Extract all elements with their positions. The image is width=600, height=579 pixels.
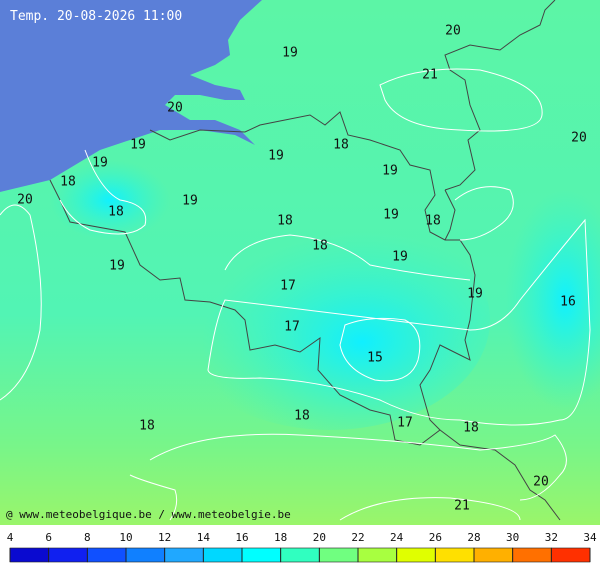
temperature-label: 19 [383, 208, 399, 223]
temperature-label: 19 [109, 259, 125, 274]
temperature-label: 15 [367, 351, 383, 366]
temperature-label: 19 [392, 250, 408, 265]
colorbar-segment [87, 547, 127, 563]
colorbar-segment [48, 547, 88, 563]
temperature-label: 18 [277, 214, 293, 229]
temperature-label: 21 [422, 68, 438, 83]
colorbar-tick-label: 26 [429, 531, 442, 544]
colorbar: 4 6 8 10 12 14 16 18 20 22 24 26 28 30 32 34 [0, 525, 600, 575]
map-title: Temp. 20-08-2026 11:00 [10, 9, 182, 24]
colorbar-tick-label: 30 [506, 531, 519, 544]
sea [0, 0, 262, 192]
temperature-label: 18 [108, 205, 124, 220]
temperature-label: 18 [312, 239, 328, 254]
temperature-label: 16 [560, 295, 576, 310]
colorbar-segment [164, 547, 204, 563]
temperature-label: 19 [467, 287, 483, 302]
colorbar-segment [319, 547, 359, 563]
temperature-label: 18 [333, 138, 349, 153]
temperature-labels: 19 20 21 20 20 19 19 19 18 19 18 20 18 19 18 19 18 18 19 19… [17, 24, 587, 514]
borders [49, 0, 561, 521]
colorbar-segment [512, 547, 552, 563]
colorbar-tick-label: 4 [7, 531, 14, 544]
credit: @ www.meteobelgique.be / www.meteobelgie… [6, 508, 291, 521]
colorbar-segment [551, 547, 591, 563]
colorbar-segment [125, 547, 165, 563]
colorbar-tick-label: 6 [45, 531, 52, 544]
temperature-label: 17 [280, 279, 296, 294]
temperature-label: 20 [571, 131, 587, 146]
colorbar-tick-label: 22 [351, 531, 364, 544]
colorbar-tick-label: 12 [158, 531, 171, 544]
temperature-label: 19 [268, 149, 284, 164]
temperature-label: 20 [445, 24, 461, 39]
cold-area [170, 210, 490, 430]
colorbar-tick-label: 16 [235, 531, 248, 544]
colorbar-tick-label: 32 [545, 531, 558, 544]
colorbar-tick-label: 20 [313, 531, 326, 544]
colorbar-tick-label: 28 [467, 531, 480, 544]
colorbar-segment [357, 547, 397, 563]
colorbar-tick-label: 18 [274, 531, 287, 544]
colorbar-segment [241, 547, 281, 563]
temperature-label: 17 [284, 320, 300, 335]
colorbar-segment [435, 547, 475, 563]
temperature-label: 19 [382, 164, 398, 179]
temperature-label: 20 [167, 101, 183, 116]
temperature-label: 18 [139, 419, 155, 434]
isotherms [0, 68, 591, 521]
temperature-label: 18 [60, 175, 76, 190]
colorbar-tick-label: 14 [197, 531, 211, 544]
colorbar-segment [203, 547, 243, 563]
temperature-label: 20 [17, 193, 33, 208]
temperature-label: 20 [533, 475, 549, 490]
temperature-label: 19 [92, 156, 108, 171]
colorbar-tick-label: 24 [390, 531, 404, 544]
colorbar-tick-label: 8 [84, 531, 91, 544]
colorbar-segment [396, 547, 436, 563]
temperature-label: 19 [182, 194, 198, 209]
temperature-label: 21 [454, 499, 470, 514]
cold-area [505, 190, 600, 410]
colorbar-segment [9, 547, 49, 563]
temperature-label: 17 [397, 416, 413, 431]
cold-area [50, 160, 170, 240]
temperature-label: 19 [130, 138, 146, 153]
temperature-label: 19 [282, 46, 298, 61]
colorbar-segment [473, 547, 513, 563]
colorbar-tick-label: 10 [119, 531, 132, 544]
temperature-label: 18 [425, 214, 441, 229]
temperature-label: 18 [463, 421, 479, 436]
temperature-label: 18 [294, 409, 310, 424]
colorbar-segment [280, 547, 320, 563]
colorbar-tick-label: 34 [583, 531, 597, 544]
